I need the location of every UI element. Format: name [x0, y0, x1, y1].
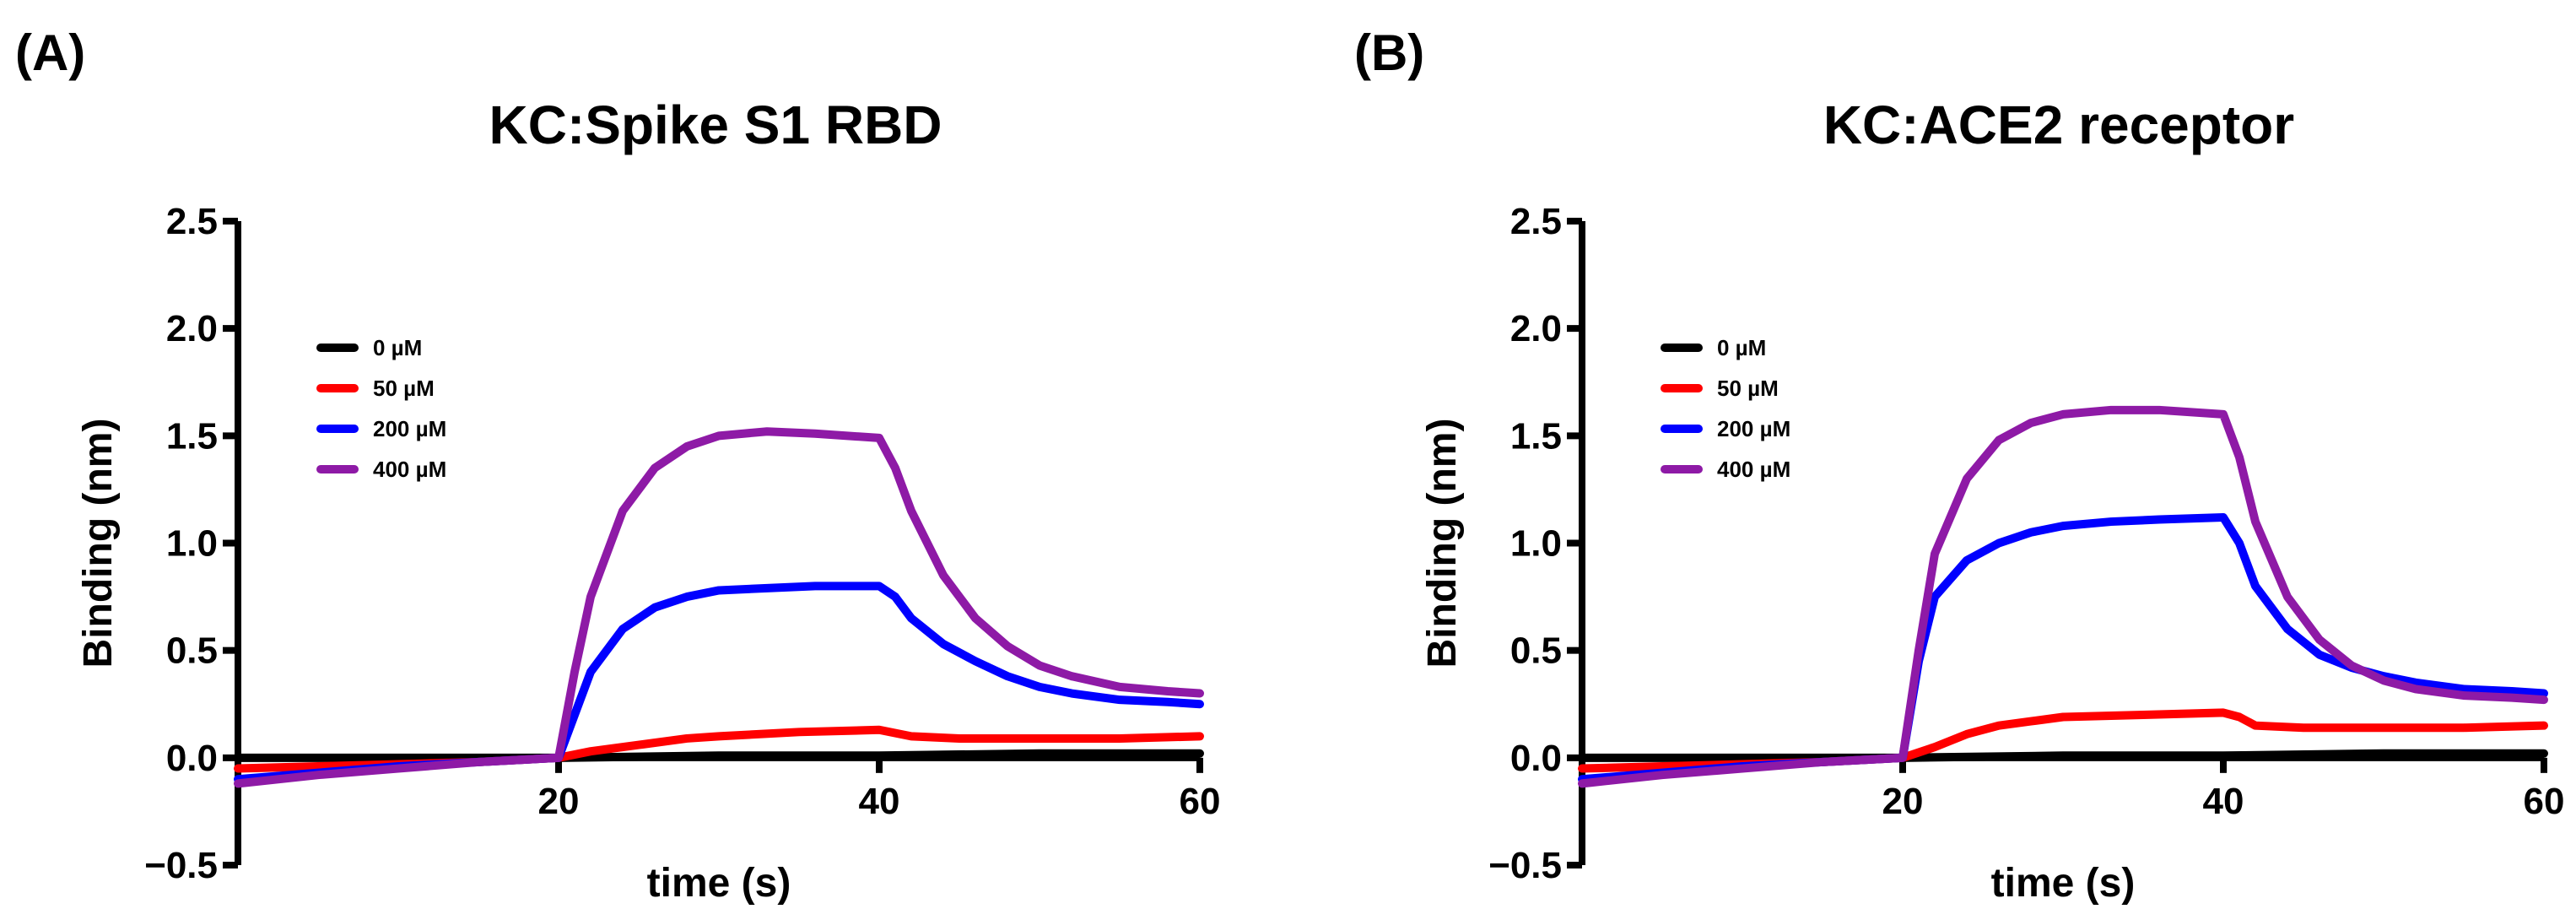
legend-label-400-m: 400 µM: [373, 457, 446, 482]
y-tick-label: 2.0: [1510, 308, 1562, 349]
y-tick-label: −0.5: [1488, 845, 1562, 886]
y-axis-label: Binding (nm): [76, 419, 121, 668]
legend-label-50-m: 50 µM: [1717, 376, 1779, 401]
y-tick-label: 1.0: [166, 523, 218, 565]
x-tick-label: 20: [1882, 781, 1924, 822]
x-axis-label: time (s): [1991, 861, 2136, 906]
series-line-400-m: [234, 427, 1204, 788]
panel-label-a: (A): [15, 24, 86, 81]
y-tick-label: 0.0: [1510, 738, 1562, 779]
legend-label-200-m: 200 µM: [373, 416, 446, 441]
x-tick-label: 20: [538, 781, 580, 822]
x-axis-label: time (s): [647, 861, 791, 906]
x-tick-label: 60: [2524, 781, 2565, 822]
series-line-0-m: [234, 749, 1204, 762]
chart-title: KC:Spike S1 RBD: [489, 95, 942, 155]
series-line-0-m: [1578, 749, 2548, 762]
series-line-400-m: [1578, 405, 2548, 788]
x-tick-label: 40: [859, 781, 900, 822]
series-line-200-m: [1578, 512, 2548, 784]
legend-label-50-m: 50 µM: [373, 376, 435, 401]
y-tick-label: 1.5: [1510, 415, 1562, 457]
y-tick-label: 2.0: [166, 308, 218, 349]
y-tick-label: 1.0: [1510, 523, 1562, 565]
panel-label-b: (B): [1354, 24, 1425, 81]
y-tick-label: 2.5: [1510, 201, 1562, 242]
legend-label-400-m: 400 µM: [1717, 457, 1790, 482]
x-tick-label: 40: [2203, 781, 2244, 822]
chart-title: KC:ACE2 receptor: [1823, 95, 2294, 155]
chart-b: KC:ACE2 receptor −0.5 0.0 0.5 1.0 1.5 2.0 2.5 20…: [1420, 95, 2564, 906]
y-tick-label: 0.5: [166, 630, 218, 672]
y-tick-label: 0.5: [1510, 630, 1562, 672]
x-tick-label: 60: [1180, 781, 1221, 822]
series-line-50-m: [234, 725, 1204, 773]
chart-a: KC:Spike S1 RBD −0.5 0.0 0.5 1.0 1.5 2.0 2.5 20 4…: [76, 95, 1220, 906]
y-tick-label: −0.5: [144, 845, 218, 886]
y-tick-label: 1.5: [166, 415, 218, 457]
y-axis-label: Binding (nm): [1420, 419, 1465, 668]
y-tick-label: 2.5: [166, 201, 218, 242]
y-tick-label: 0.0: [166, 738, 218, 779]
legend-label-200-m: 200 µM: [1717, 416, 1790, 441]
legend-label-0-m: 0 µM: [1717, 335, 1766, 360]
legend-label-0-m: 0 µM: [373, 335, 422, 360]
